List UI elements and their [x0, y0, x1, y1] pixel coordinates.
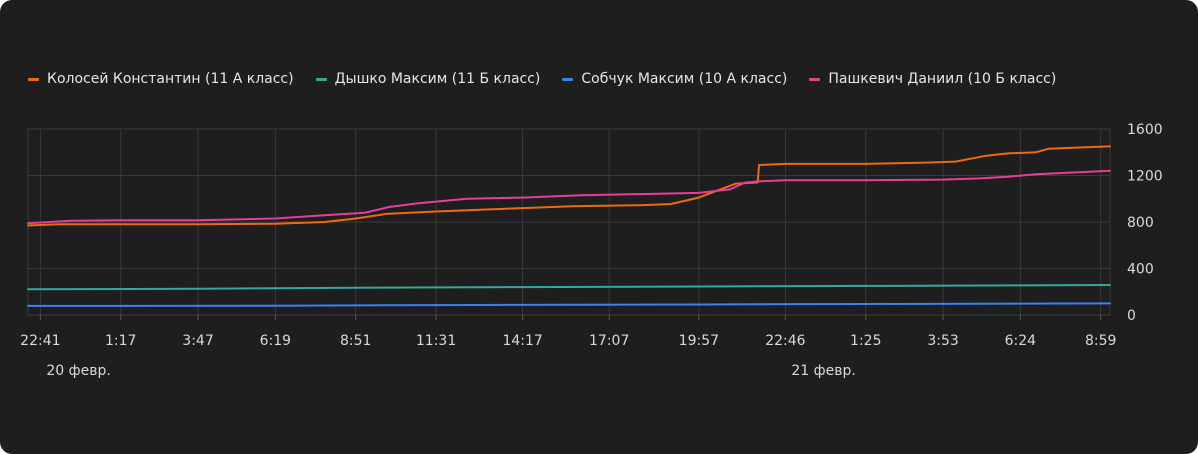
x-tick-label: 14:17	[502, 333, 542, 349]
y-tick-label: 0	[1127, 308, 1136, 324]
legend-swatch	[809, 77, 821, 81]
series-line	[27, 284, 1111, 291]
x-tick-label: 19:57	[679, 333, 719, 349]
legend-swatch	[28, 77, 39, 81]
x-tick-label: 22:46	[765, 333, 805, 349]
x-tick-label: 1:17	[105, 333, 136, 349]
legend-swatch	[315, 77, 327, 81]
chart-legend: Колосей Константин (11 А класс) Дышко Мак…	[28, 68, 1078, 90]
x-tick-label: 17:07	[589, 333, 629, 349]
y-tick-label: 400	[1127, 262, 1154, 278]
y-tick-label: 1600	[1127, 122, 1163, 138]
legend-item[interactable]: Собчук Максим (10 А класс)	[562, 71, 787, 87]
legend-item[interactable]: Колосей Константин (11 А класс)	[28, 71, 294, 87]
legend-label: Собчук Максим (10 А класс)	[581, 71, 788, 87]
x-tick-label: 6:24	[1005, 333, 1037, 349]
x-tick-label: 1:25	[850, 333, 881, 349]
legend-label: Колосей Константин (11 А класс)	[47, 71, 294, 87]
x-date-label: 21 февр.	[791, 363, 855, 379]
y-tick-label: 800	[1127, 215, 1154, 231]
x-tick-label: 6:19	[260, 333, 291, 349]
series-line	[27, 169, 1111, 225]
x-date-label: 20 февр.	[46, 363, 110, 379]
x-tick-label: 22:41	[20, 333, 60, 349]
y-tick-label: 1200	[1127, 169, 1163, 185]
legend-item[interactable]: Пашкевич Даниил (10 Б класс)	[809, 71, 1056, 87]
legend-label: Пашкевич Даниил (10 Б класс)	[828, 71, 1057, 87]
legend-item[interactable]: Дышко Максим (11 Б класс)	[315, 71, 541, 87]
x-tick-label: 11:31	[416, 333, 456, 349]
x-tick-label: 8:51	[340, 333, 371, 349]
x-tick-label: 3:53	[927, 333, 958, 349]
x-tick-label: 3:47	[182, 333, 213, 349]
series-line	[27, 145, 1111, 227]
legend-label: Дышко Максим (11 Б класс)	[334, 71, 541, 87]
series-line	[27, 302, 1111, 307]
legend-swatch	[562, 77, 574, 81]
x-tick-label: 8:59	[1085, 333, 1116, 349]
